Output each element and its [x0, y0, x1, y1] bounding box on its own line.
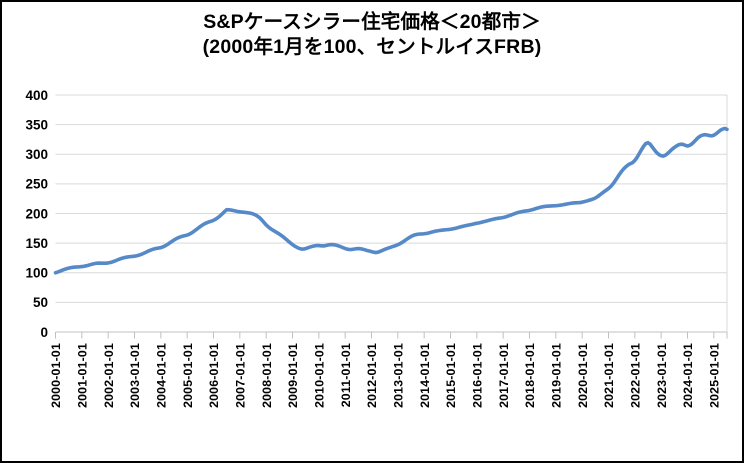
- x-axis-tick-label: 2016-01-01: [470, 343, 484, 408]
- y-axis-tick-label: 300: [25, 147, 48, 162]
- chart-title-block: S&Pケースシラー住宅価格＜20都市＞ (2000年1月を100、セントルイスF…: [0, 10, 744, 60]
- x-axis-tick-label: 2009-01-01: [286, 343, 300, 408]
- y-axis-tick-label: 250: [25, 177, 48, 192]
- x-axis-tick-label: 2004-01-01: [154, 343, 168, 408]
- x-axis-tick-label: 2025-01-01: [707, 343, 721, 408]
- x-axis-tick-label: 2008-01-01: [260, 343, 274, 408]
- x-axis-tick-label: 2023-01-01: [655, 343, 669, 408]
- x-axis-tick-label: 2005-01-01: [181, 343, 195, 408]
- x-axis-tick-label: 2021-01-01: [602, 343, 616, 408]
- x-axis-tick-label: 2013-01-01: [391, 343, 405, 408]
- x-axis-tick-label: 2000-01-01: [49, 343, 63, 408]
- chart-title-line2: (2000年1月を100、セントルイスFRB): [202, 36, 542, 58]
- y-axis-labels: 0 50 100 150 200 250 300 350 400: [25, 88, 48, 340]
- y-axis-tick-label: 150: [25, 236, 48, 251]
- x-axis-tick-label: 2018-01-01: [523, 343, 537, 408]
- y-axis-tick-label: 200: [25, 206, 48, 221]
- x-axis-tick-label: 2006-01-01: [207, 343, 221, 408]
- gridlines: [55, 94, 728, 333]
- x-axis-tick-label: 2001-01-01: [75, 343, 89, 408]
- y-axis-tick-label: 100: [25, 266, 48, 281]
- x-axis-tick-label: 2012-01-01: [365, 343, 379, 408]
- price-line-series: [53, 126, 729, 275]
- x-axis-tick-label: 2010-01-01: [312, 343, 326, 408]
- y-axis-tick-label: 350: [25, 117, 48, 132]
- y-axis-tick-label: 50: [33, 295, 48, 310]
- x-axis-tick-label: 2002-01-01: [102, 343, 116, 408]
- x-axis-tick-label: 2011-01-01: [339, 343, 353, 407]
- x-axis-tick-label: 2015-01-01: [444, 343, 458, 408]
- y-axis-tick-label: 400: [25, 88, 48, 103]
- x-axis-labels: 2000-01-01 2001-01-01 2002-01-01 2003-01-01…: [49, 343, 721, 408]
- x-axis-tick-label: 2003-01-01: [128, 343, 142, 408]
- x-axis-ticks: [55, 332, 728, 339]
- x-axis-tick-label: 2024-01-01: [681, 343, 695, 408]
- chart-title-line1: S&Pケースシラー住宅価格＜20都市＞: [203, 11, 541, 33]
- x-axis-tick-label: 2007-01-01: [233, 343, 247, 408]
- y-axis-tick-label: 0: [40, 325, 48, 340]
- x-axis-tick-label: 2022-01-01: [628, 343, 642, 408]
- x-axis-tick-label: 2017-01-01: [497, 343, 511, 408]
- x-axis-tick-label: 2019-01-01: [549, 343, 563, 408]
- x-axis-tick-label: 2020-01-01: [576, 343, 590, 408]
- x-axis-tick-label: 2014-01-01: [418, 343, 432, 408]
